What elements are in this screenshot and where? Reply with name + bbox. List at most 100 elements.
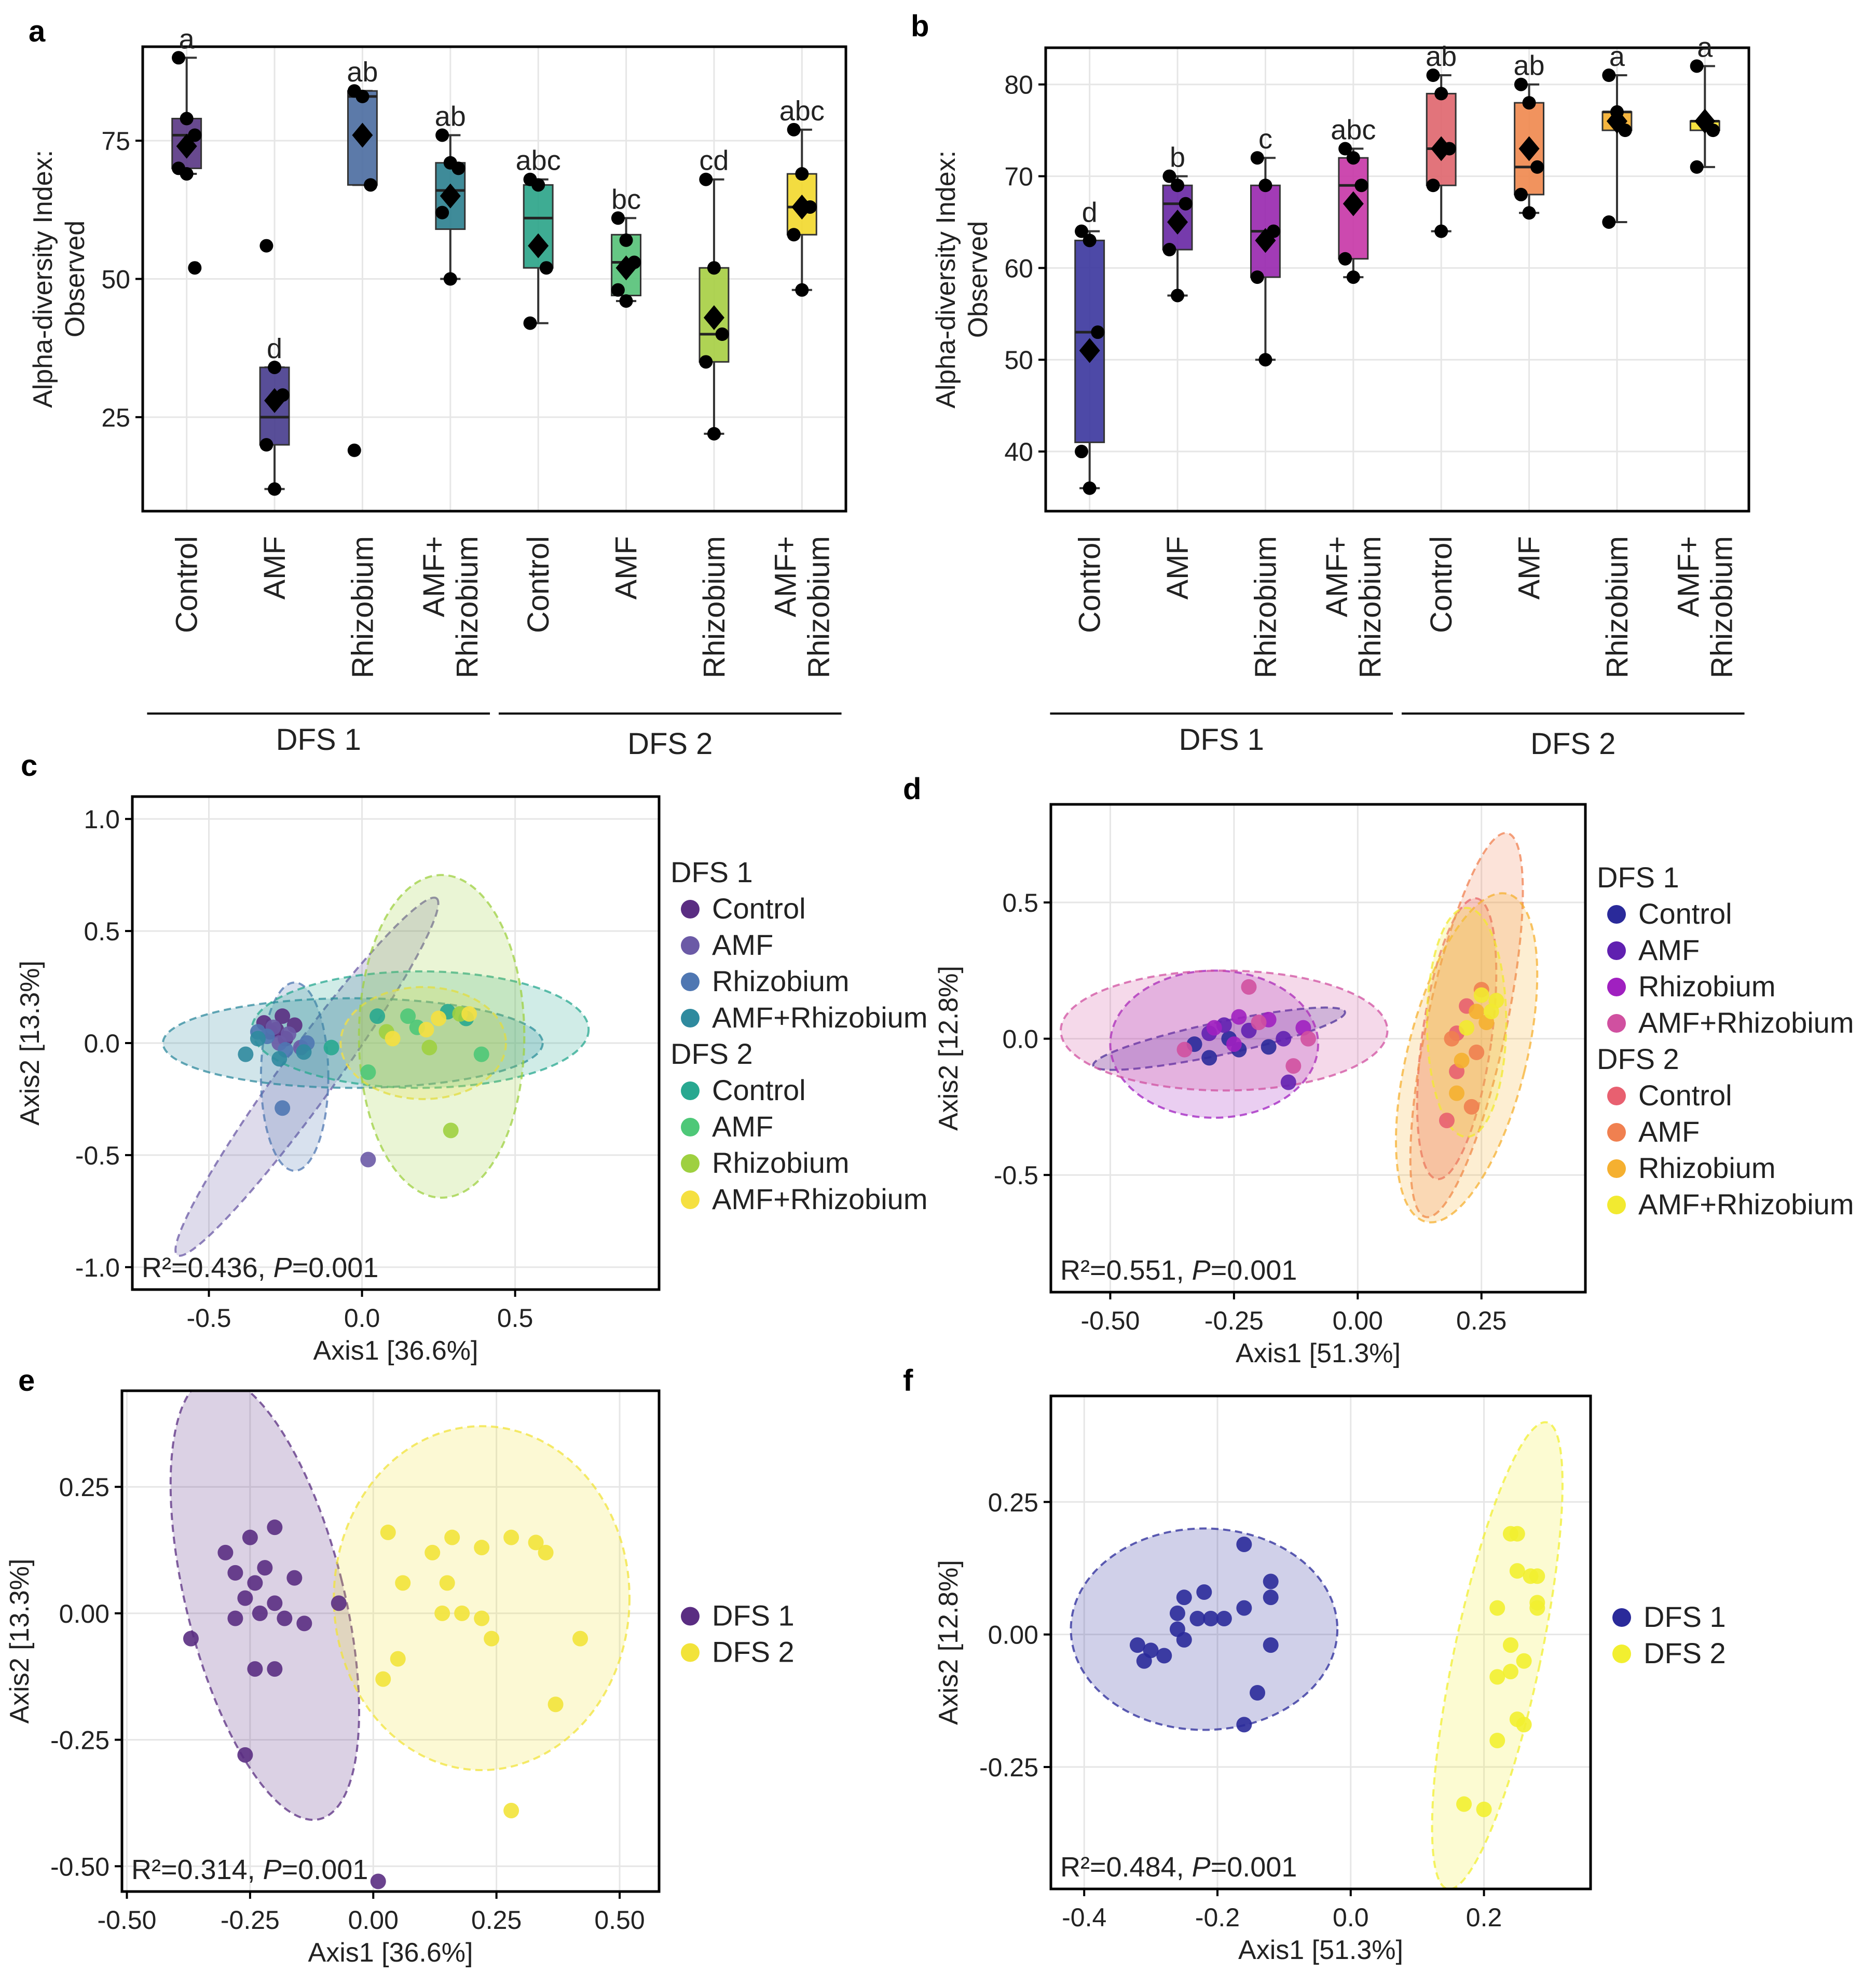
x-tick-label: Control [1425, 536, 1458, 633]
legend-item-label: Control [1638, 897, 1732, 930]
significance-letter: bc [611, 184, 641, 215]
plot-area [1070, 1421, 1564, 1889]
sample-point [1231, 1009, 1247, 1025]
legend-title: DFS 2 [1597, 1043, 1679, 1075]
sample-point [286, 1570, 303, 1586]
data-point [1426, 179, 1440, 193]
x-tick-label: 0.25 [471, 1906, 522, 1935]
data-point [531, 178, 545, 192]
sample-point [1276, 1031, 1292, 1047]
sample-point [360, 1064, 376, 1080]
legend-item-label: DFS 1 [712, 1599, 795, 1632]
data-point [1075, 224, 1089, 238]
legend-item-label: AMF+Rhizobium [1638, 1006, 1854, 1039]
data-point [1514, 77, 1528, 91]
sample-point [1136, 1653, 1152, 1669]
data-point [1091, 325, 1105, 339]
sample-point [1156, 1648, 1172, 1664]
sample-point [538, 1544, 554, 1560]
x-tick-label: AMF+ [417, 536, 451, 617]
data-point [435, 128, 449, 142]
sample-point [400, 1008, 416, 1024]
data-point [188, 128, 202, 142]
data-point [611, 283, 625, 297]
data-point [1162, 169, 1176, 183]
box-4: ab [1426, 41, 1457, 238]
x-tick-label: AMF [1513, 536, 1546, 599]
sample-point [277, 1610, 293, 1626]
box-6: a [1601, 41, 1633, 229]
mean-marker [176, 133, 197, 159]
significance-letter: abc [779, 95, 825, 127]
sample-point [1489, 1669, 1505, 1685]
sample-point [454, 1605, 470, 1621]
panel-label-e: e [18, 1364, 35, 1397]
box-3: abc [1331, 115, 1376, 284]
y-axis-label: Axis2 [13.3%] [15, 961, 45, 1126]
data-point [1258, 179, 1272, 193]
mean-marker [1518, 136, 1540, 161]
data-point [259, 438, 273, 452]
sample-point [247, 1661, 263, 1677]
sample-point [1203, 1611, 1219, 1627]
data-point [1083, 481, 1097, 495]
data-point [1250, 270, 1264, 284]
data-point [1179, 197, 1193, 211]
y-tick-label: 50 [101, 265, 130, 294]
legend-swatch [681, 1081, 700, 1100]
confidence-ellipse [358, 874, 526, 1199]
sample-point [296, 1615, 312, 1632]
significance-letter: ab [1426, 41, 1457, 72]
y-axis-label: Alpha-diversity Index: [28, 150, 58, 408]
x-tick-label: 0.0 [1333, 1903, 1369, 1932]
sample-point [1473, 987, 1489, 1003]
sample-point [1261, 1039, 1277, 1055]
sample-point [421, 1039, 437, 1056]
y-tick-label: 0.25 [59, 1473, 109, 1502]
data-point [699, 355, 713, 369]
y-tick-label: 60 [1004, 254, 1033, 283]
sample-point [1529, 1568, 1545, 1584]
sample-point [443, 1122, 459, 1139]
mean-marker [1694, 108, 1716, 134]
data-point [1354, 179, 1368, 193]
r2-value: R²=0.484, [1060, 1852, 1192, 1883]
x-tick-label: Rhizobium [1249, 536, 1282, 678]
data-point [355, 89, 369, 103]
box-6: cd [699, 145, 730, 441]
legend-item-label: Rhizobium [712, 965, 850, 997]
legend-swatch [681, 1643, 700, 1662]
sample-point [1454, 1052, 1470, 1068]
data-point [172, 51, 186, 65]
y-tick-label: 0.0 [84, 1029, 120, 1058]
box-2: ab [347, 57, 378, 457]
x-tick-label: Rhizobium [697, 536, 731, 678]
sample-point [1176, 1590, 1192, 1606]
data-point [1258, 353, 1272, 367]
legend-swatch [681, 1607, 700, 1626]
legend-swatch [1607, 1123, 1626, 1142]
mean-marker [352, 122, 373, 148]
sample-point [237, 1590, 253, 1606]
significance-letter: a [1609, 41, 1625, 72]
legend-swatch [1607, 978, 1626, 996]
box-3: ab [435, 101, 466, 286]
sample-point [1250, 1685, 1266, 1701]
data-point [611, 211, 625, 225]
significance-letter: ab [435, 101, 466, 132]
box-7: abc [779, 95, 825, 297]
sample-point [1236, 1600, 1252, 1616]
sample-point [1489, 1732, 1505, 1748]
panel-label-b: b [911, 9, 929, 43]
plot-frame [1044, 46, 1750, 513]
data-point [364, 178, 378, 192]
sample-point [484, 1631, 500, 1647]
y-tick-label: -0.50 [50, 1852, 109, 1881]
sample-point [1216, 1611, 1232, 1627]
p-label: P [1192, 1852, 1211, 1883]
legend-item-label: Rhizobium [1638, 970, 1776, 1003]
confidence-ellipse [169, 1391, 361, 1821]
y-axis-label: Observed [963, 221, 993, 338]
y-tick-label: 75 [101, 127, 130, 156]
